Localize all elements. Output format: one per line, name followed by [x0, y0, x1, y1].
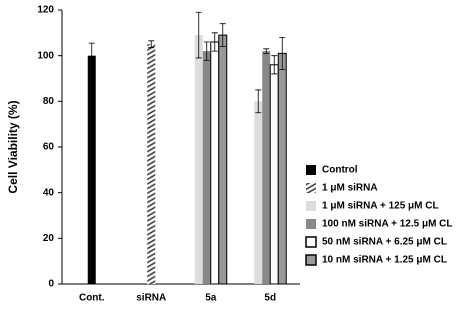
error-bar	[263, 48, 270, 54]
legend-label: 100 nM siRNA + 12.5 μM CL	[322, 219, 453, 230]
bar	[194, 35, 203, 284]
bar	[277, 52, 287, 285]
y-tick-label: 40	[43, 187, 55, 198]
legend-swatch	[306, 219, 316, 229]
x-tick-label: 5d	[264, 293, 276, 304]
legend-swatch	[306, 183, 316, 193]
error-bar	[271, 55, 278, 75]
y-tick-label: 80	[43, 96, 55, 107]
bar	[147, 44, 156, 284]
y-axis-label: Cell Viability (%)	[6, 100, 20, 193]
legend-label: 1 μM siRNA	[322, 183, 378, 194]
x-tick-label: Cont.	[79, 293, 105, 304]
bar	[210, 41, 220, 285]
error-bar	[195, 11, 202, 59]
y-tick-label: 120	[37, 5, 54, 16]
legend-swatch	[305, 254, 317, 266]
error-bar	[279, 37, 286, 70]
error-bar	[211, 32, 218, 52]
y-tick-label: 0	[48, 279, 54, 290]
y-tick-label: 100	[37, 50, 54, 61]
x-tick-label: siRNA	[136, 293, 166, 304]
legend-label: Control	[322, 165, 358, 176]
y-tick-label: 60	[43, 142, 55, 153]
error-bar	[148, 40, 155, 49]
legend-swatch	[306, 201, 316, 211]
error-bar	[88, 42, 95, 69]
error-bar	[219, 23, 226, 47]
legend-swatch	[305, 236, 317, 248]
bar	[269, 64, 279, 285]
bar	[254, 101, 263, 284]
x-tick-label: 5a	[205, 293, 217, 304]
legend-swatch	[306, 165, 316, 175]
bar	[87, 55, 96, 284]
bar	[262, 51, 271, 284]
error-bar	[203, 41, 210, 61]
legend-label: 1 μM siRNA + 125 μM CL	[322, 201, 439, 212]
legend-label: 50 nM siRNA + 6.25 μM CL	[322, 237, 447, 248]
error-bar	[255, 89, 262, 114]
bar	[202, 51, 211, 284]
bar	[218, 34, 228, 285]
legend-label: 10 nM siRNA + 1.25 μM CL	[322, 255, 447, 266]
y-tick-label: 20	[43, 233, 55, 244]
